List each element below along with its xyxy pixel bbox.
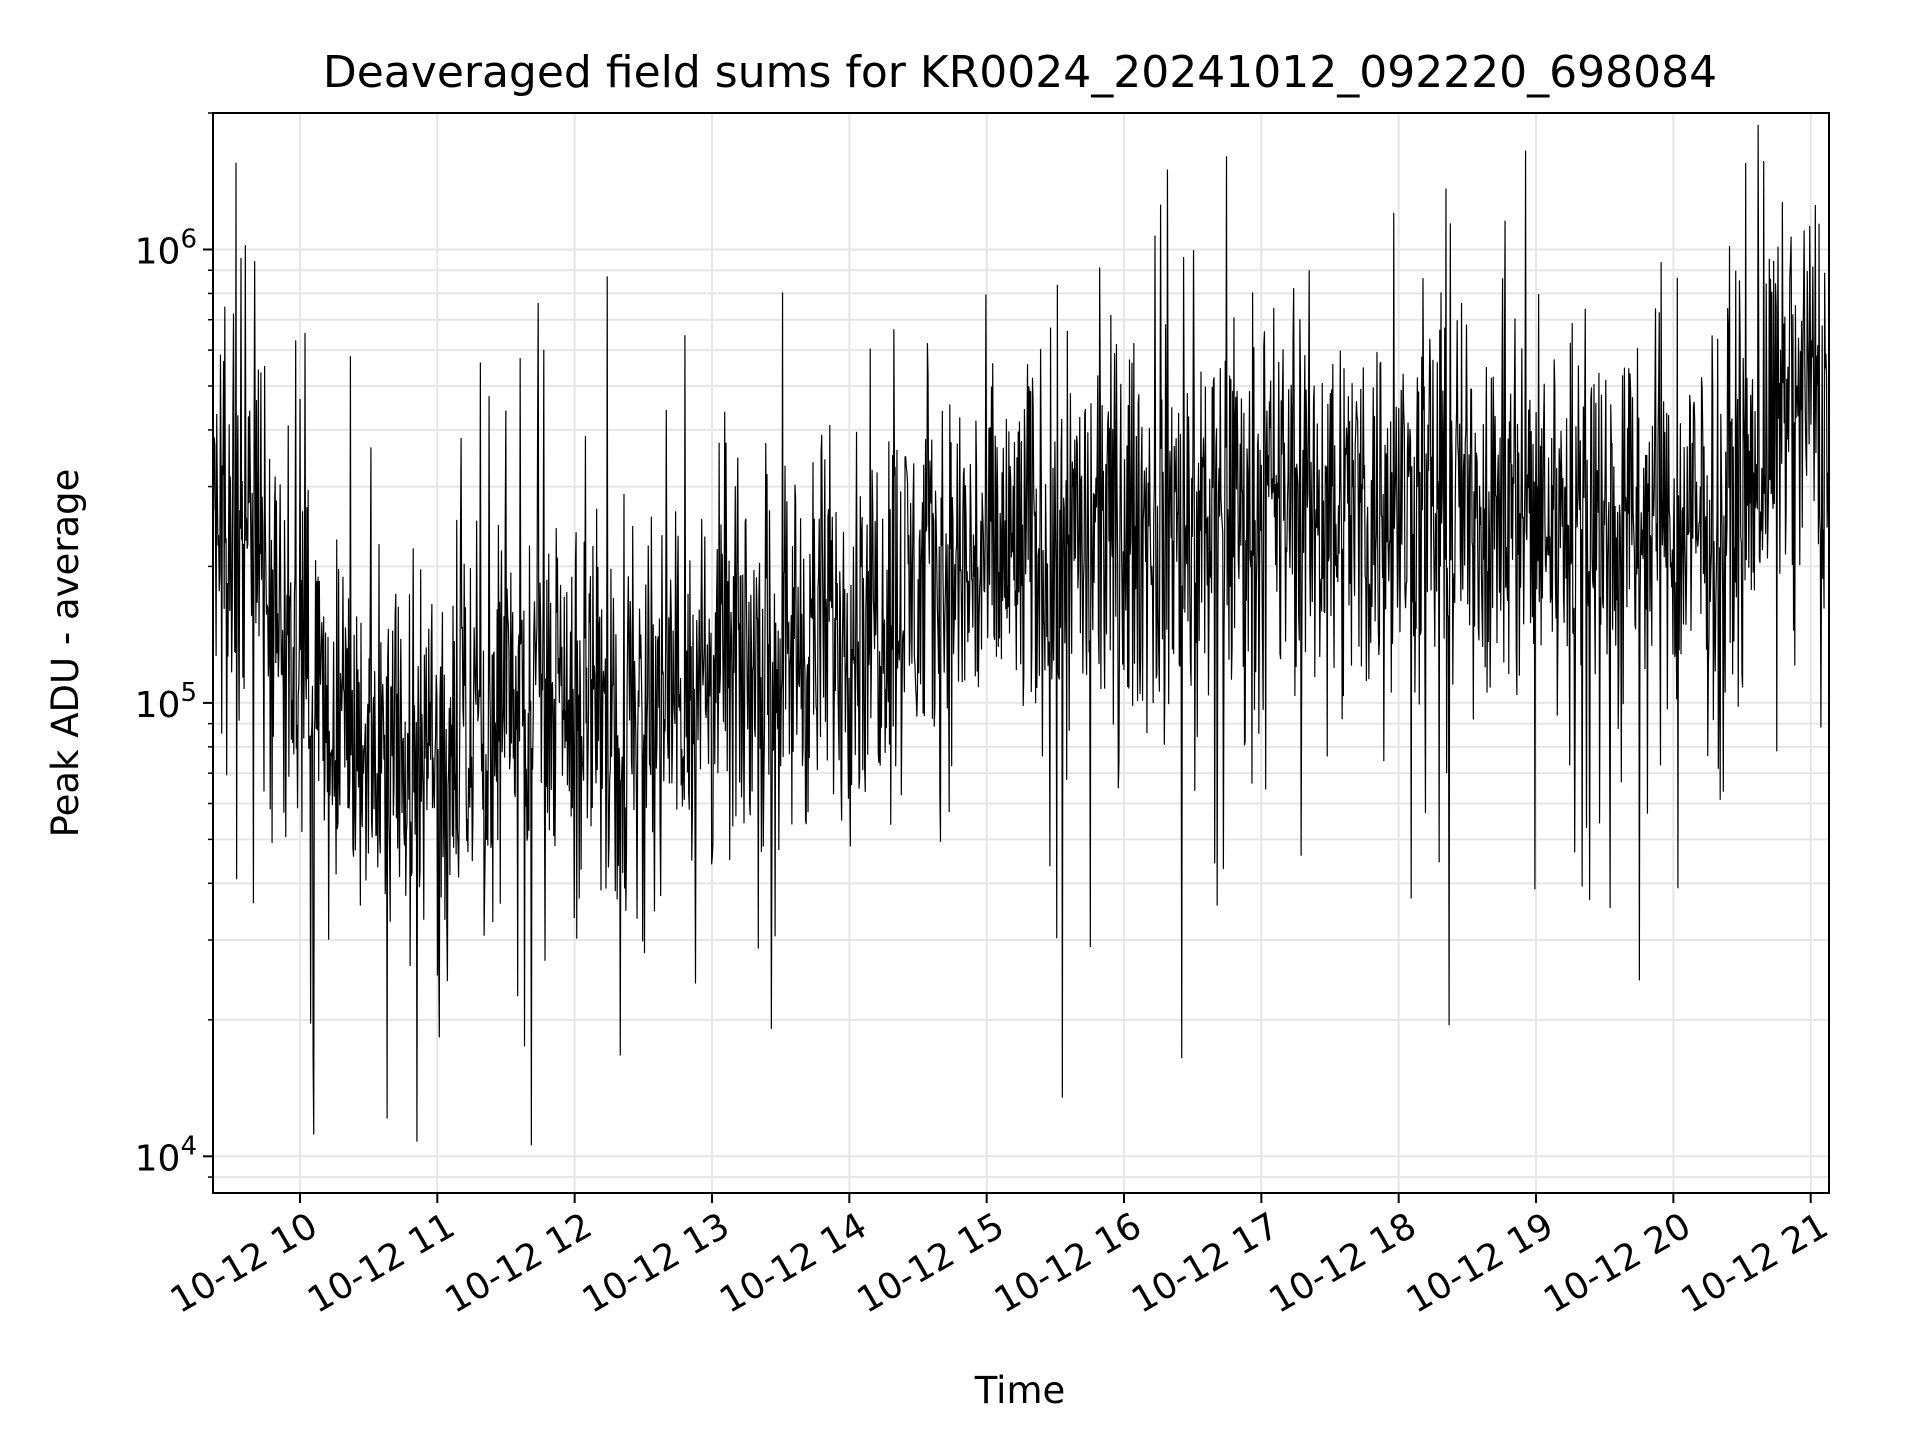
series-line: [212, 124, 1830, 1146]
y-axis-label: Peak ADU - average: [44, 469, 87, 838]
y-tick-label: 105: [135, 678, 197, 726]
plot-frame: [212, 112, 1830, 1194]
chart-title: Deaveraged field sums for KR0024_2024101…: [323, 47, 1717, 98]
series-line-layer: [212, 124, 1830, 1146]
y-tick-label: 104: [135, 1131, 197, 1179]
y-axis: 104 105 106: [135, 112, 213, 1179]
x-axis-label: Time: [974, 1369, 1066, 1412]
y-tick-label: 106: [135, 224, 197, 272]
